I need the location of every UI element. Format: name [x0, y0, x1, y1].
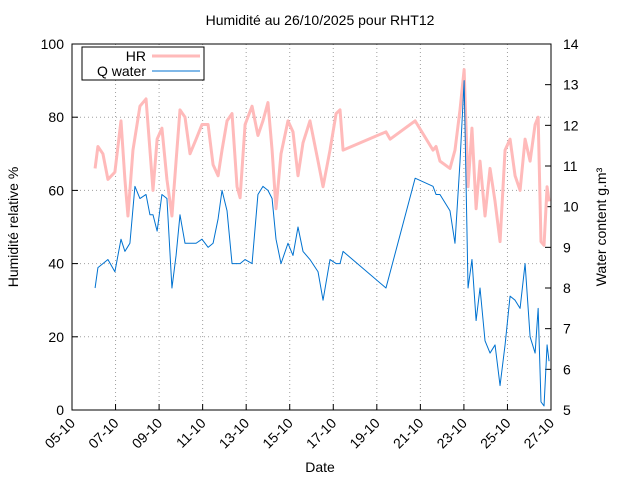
y2-tick-label: 10 [563, 199, 579, 215]
y-tick-label: 0 [56, 402, 64, 418]
y2-tick-label: 11 [563, 158, 578, 174]
legend-box [81, 46, 205, 81]
x-tick-label: 23-10 [433, 415, 470, 452]
plot-frame [71, 43, 552, 411]
y2-axis-label: Water content g.m³ [593, 167, 609, 286]
y2-tick-label: 12 [563, 117, 579, 133]
y-axis-label: Humidité relative % [5, 167, 21, 288]
y2-tick-label: 5 [563, 402, 571, 418]
y-tick-label: 100 [41, 36, 65, 52]
y2-tick-label: 14 [563, 36, 579, 52]
y-tick-label: 40 [48, 256, 64, 272]
y-tick-label: 80 [48, 109, 64, 125]
x-tick-label: 21-10 [390, 415, 427, 452]
y2-tick-label: 7 [563, 321, 571, 337]
y2-tick-label: 9 [563, 239, 571, 255]
x-tick-label: 19-10 [346, 415, 383, 452]
legend-label: HR [126, 48, 146, 64]
y2-tick-label: 6 [563, 361, 571, 377]
x-axis-label: Date [305, 459, 335, 475]
data-line [94, 80, 550, 407]
y2-tick-label: 8 [563, 280, 571, 296]
x-tick-label: 09-10 [129, 415, 166, 452]
legend-label: Q water [97, 63, 146, 79]
chart-title: Humidité au 26/10/2025 pour RHT12 [206, 12, 435, 28]
y-tick-label: 20 [48, 329, 64, 345]
y-tick-label: 60 [48, 182, 64, 198]
x-tick-label: 27-10 [520, 415, 557, 452]
x-tick-label: 15-10 [259, 415, 296, 452]
x-tick-label: 11-10 [173, 415, 209, 451]
y2-tick-label: 13 [563, 77, 579, 93]
x-tick-label: 17-10 [303, 415, 340, 452]
x-tick-label: 07-10 [85, 415, 122, 452]
x-tick-label: 25-10 [477, 415, 514, 452]
x-tick-label: 05-10 [41, 415, 78, 452]
x-tick-label: 13-10 [216, 415, 253, 452]
data-line [93, 68, 551, 247]
